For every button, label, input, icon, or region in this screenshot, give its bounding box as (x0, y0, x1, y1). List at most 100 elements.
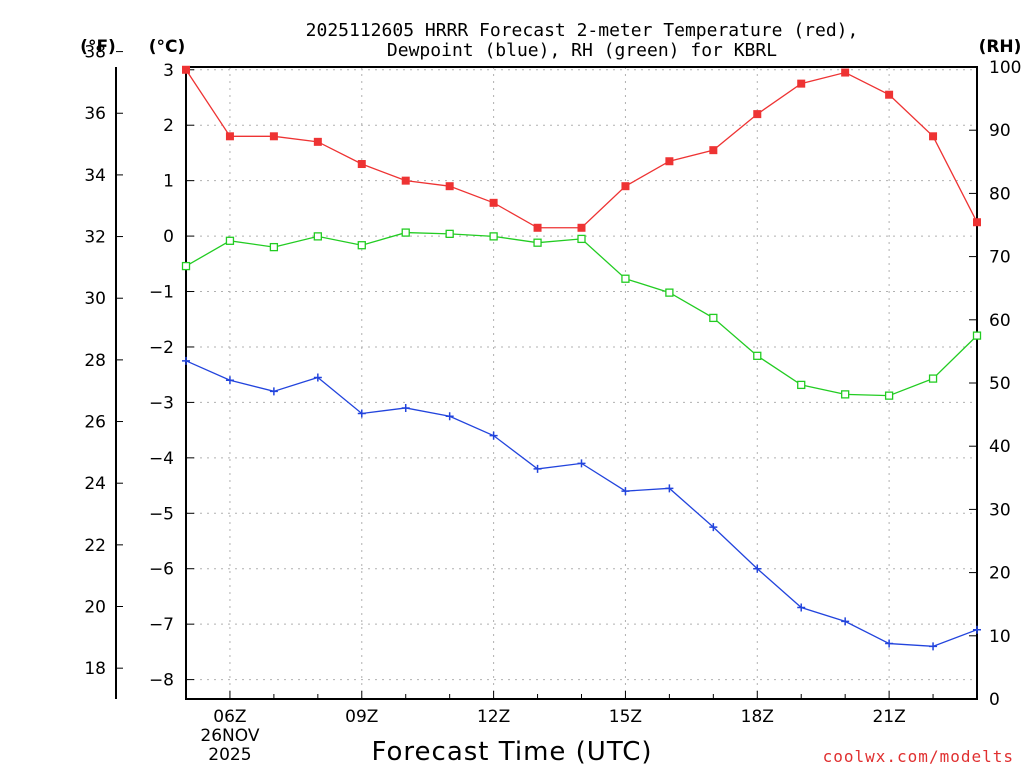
dewpoint-point (577, 459, 586, 468)
rh-point (709, 313, 718, 323)
rh-point (928, 374, 938, 383)
dewpoint-point (973, 625, 981, 634)
dewpoint-point (533, 464, 542, 473)
temperature-point (621, 182, 630, 191)
dewpoint-point (182, 356, 190, 365)
x-tick-label: 21Z (872, 707, 905, 727)
dewpoint-point (797, 603, 806, 612)
celsius-tick-label: 3 (163, 61, 174, 81)
temperature-point (225, 132, 234, 141)
rh-point (753, 351, 762, 360)
axes-layer: 3210−1−2−3−4−5−6−7−838363432302826242220… (84, 43, 1021, 765)
celsius-tick-label: −6 (149, 560, 174, 580)
dewpoint-point (665, 484, 674, 493)
fahrenheit-tick-label: 26 (84, 413, 106, 433)
fahrenheit-tick-label: 34 (84, 166, 106, 186)
dewpoint-point (709, 523, 718, 532)
rh-tick-label: 20 (989, 564, 1011, 584)
temperature-point (929, 132, 938, 141)
chart-title-line1: 2025112605 HRRR Forecast 2-meter Tempera… (306, 20, 859, 41)
temperature-point (797, 79, 806, 88)
rh-tick-label: 30 (989, 500, 1011, 520)
fahrenheit-tick-label: 22 (84, 536, 106, 556)
temperature-point (841, 68, 850, 77)
rh-point (841, 390, 850, 399)
temperature-point (401, 176, 410, 185)
x-tick-label: 15Z (609, 707, 642, 727)
celsius-tick-label: 2 (163, 116, 174, 136)
temperature-point (313, 137, 322, 146)
plot-frame (185, 66, 978, 700)
rh-line (185, 231, 978, 397)
temperature-point (445, 182, 454, 191)
dewpoint-point (357, 409, 366, 418)
rh-unit-label: (RH) (979, 37, 1022, 57)
temperature-point (709, 146, 718, 155)
temperature-line (185, 69, 978, 229)
rh-point (665, 288, 674, 297)
fahrenheit-tick-label: 30 (84, 289, 106, 309)
rh-point (577, 234, 586, 244)
celsius-tick-label: 1 (163, 172, 174, 192)
fahrenheit-tick-label: 18 (84, 659, 106, 679)
x-tick-label: 09Z (345, 707, 378, 727)
rh-tick-label: 0 (989, 690, 1000, 710)
fahrenheit-unit-label: (°F) (80, 37, 116, 57)
dewpoint-series (182, 356, 981, 651)
x-tick-label: 12Z (477, 707, 510, 727)
dewpoint-point (313, 373, 322, 382)
dewpoint-point (225, 376, 234, 385)
celsius-tick-label: −8 (149, 671, 174, 691)
x-axis-title: Forecast Time (UTC) (371, 737, 652, 767)
rh-point (357, 241, 366, 250)
temperature-point (885, 90, 894, 99)
rh-point (621, 274, 630, 283)
rh-tick-label: 80 (989, 184, 1011, 204)
dewpoint-point (885, 639, 894, 648)
fahrenheit-tick-label: 20 (84, 598, 106, 618)
rh-point (401, 228, 410, 237)
x-tick-label: 06Z (213, 707, 246, 727)
rh-point (445, 229, 454, 238)
rh-point (225, 236, 235, 245)
rh-point (972, 331, 982, 340)
rh-point (489, 232, 498, 241)
celsius-tick-label: −2 (149, 338, 174, 358)
temperature-point (533, 223, 542, 232)
dewpoint-point (621, 487, 630, 496)
fahrenheit-tick-label: 28 (84, 351, 106, 371)
temperature-point (665, 157, 674, 166)
rh-tick-label: 70 (989, 248, 1011, 268)
dewpoint-line (185, 360, 978, 647)
temperature-point (577, 223, 586, 232)
rh-point (181, 261, 191, 271)
rh-point (533, 238, 542, 247)
celsius-unit-label: (°C) (149, 37, 186, 57)
credit-text: coolwx.com/modelts (823, 747, 1014, 766)
fahrenheit-tick-label: 36 (84, 104, 106, 124)
x-date-label: 26NOV (200, 726, 259, 746)
dewpoint-point (929, 642, 938, 651)
rh-tick-label: 10 (989, 627, 1011, 647)
series-layer (181, 65, 982, 651)
celsius-tick-label: −7 (149, 615, 174, 635)
rh-tick-label: 90 (989, 121, 1011, 141)
celsius-tick-label: −1 (149, 283, 174, 303)
rh-tick-label: 50 (989, 374, 1011, 394)
x-year-label: 2025 (208, 745, 251, 765)
temperature-series (182, 65, 981, 232)
rh-tick-label: 40 (989, 437, 1011, 457)
chart-title-line2: Dewpoint (blue), RH (green) for KBRL (387, 40, 777, 61)
rh-tick-label: 60 (989, 311, 1011, 331)
rh-point (797, 380, 806, 390)
celsius-tick-label: −3 (149, 393, 174, 413)
dewpoint-point (841, 617, 850, 626)
dewpoint-point (401, 403, 410, 412)
dewpoint-point (489, 431, 498, 440)
rh-tick-label: 100 (989, 58, 1021, 78)
temperature-point (489, 198, 498, 207)
dewpoint-point (445, 412, 454, 421)
rh-point (884, 391, 894, 400)
celsius-tick-label: 0 (163, 227, 174, 247)
